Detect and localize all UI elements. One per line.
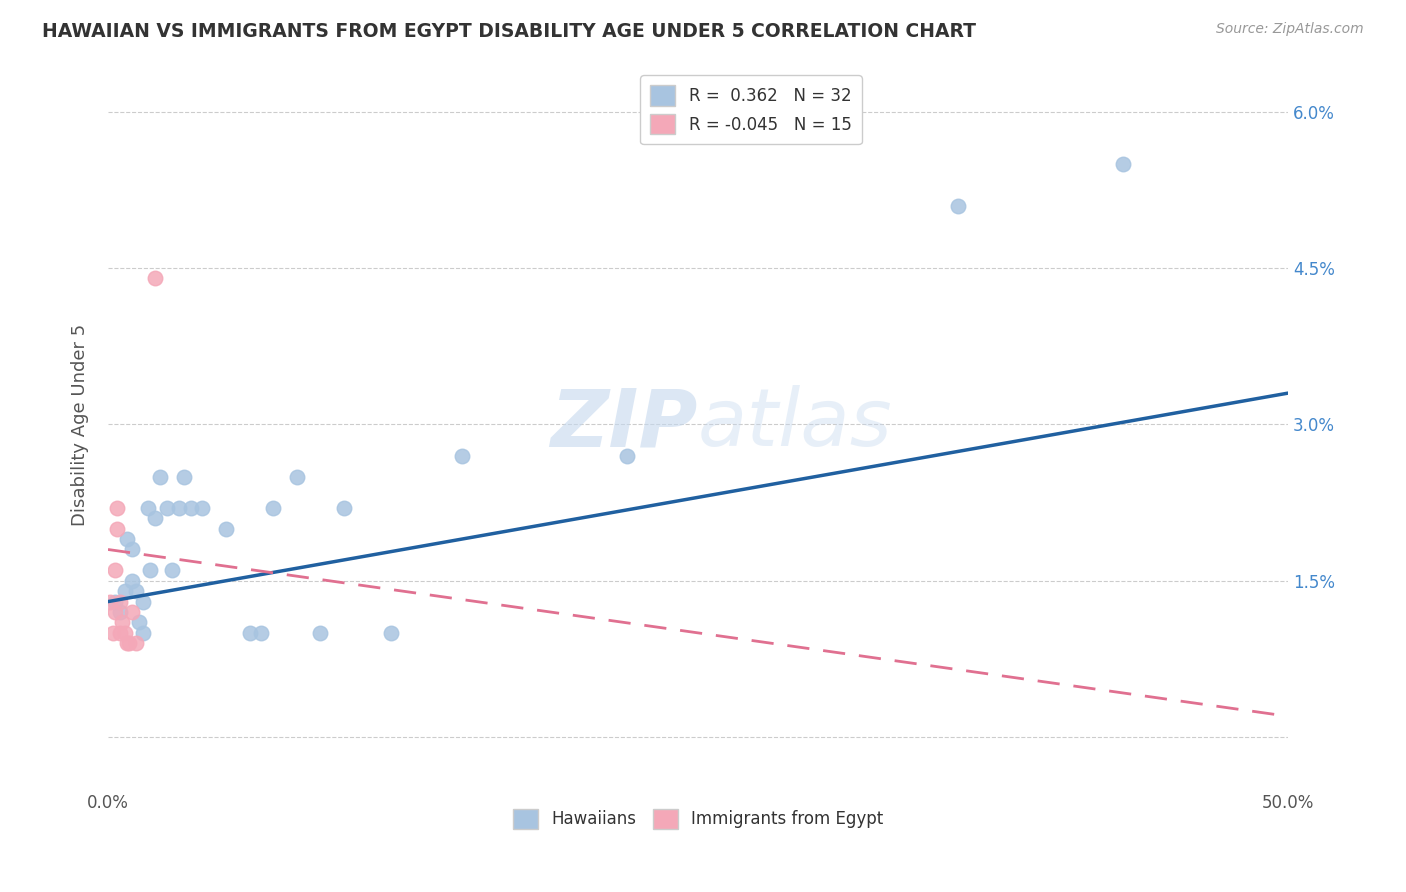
Point — [132, 594, 155, 608]
Point — [1112, 157, 1135, 171]
Point — [104, 605, 127, 619]
Point — [98, 594, 121, 608]
Text: Source: ZipAtlas.com: Source: ZipAtlas.com — [1216, 22, 1364, 37]
Point — [139, 563, 162, 577]
Point — [121, 542, 143, 557]
Point — [143, 511, 166, 525]
Point — [107, 500, 129, 515]
Point — [118, 636, 141, 650]
Point — [125, 584, 148, 599]
Point — [285, 469, 308, 483]
Point — [309, 625, 332, 640]
Point — [114, 625, 136, 640]
Point — [115, 532, 138, 546]
Point — [108, 594, 131, 608]
Point — [149, 469, 172, 483]
Point — [156, 500, 179, 515]
Point — [380, 625, 402, 640]
Text: ZIP: ZIP — [551, 385, 697, 464]
Point — [215, 522, 238, 536]
Point — [114, 584, 136, 599]
Point — [946, 198, 969, 212]
Point — [104, 563, 127, 577]
Point — [101, 625, 124, 640]
Point — [250, 625, 273, 640]
Point — [108, 605, 131, 619]
Point — [125, 636, 148, 650]
Point — [115, 636, 138, 650]
Point — [180, 500, 202, 515]
Point — [160, 563, 183, 577]
Point — [262, 500, 284, 515]
Point — [132, 625, 155, 640]
Point — [173, 469, 195, 483]
Point — [111, 615, 134, 630]
Point — [136, 500, 159, 515]
Y-axis label: Disability Age Under 5: Disability Age Under 5 — [72, 323, 89, 525]
Point — [128, 615, 150, 630]
Point — [191, 500, 214, 515]
Point — [121, 605, 143, 619]
Point — [108, 625, 131, 640]
Point — [451, 449, 474, 463]
Point — [104, 594, 127, 608]
Legend: Hawaiians, Immigrants from Egypt: Hawaiians, Immigrants from Egypt — [506, 802, 890, 836]
Point — [333, 500, 356, 515]
Point — [107, 522, 129, 536]
Point — [239, 625, 262, 640]
Point — [616, 449, 638, 463]
Point — [143, 271, 166, 285]
Point — [121, 574, 143, 588]
Text: HAWAIIAN VS IMMIGRANTS FROM EGYPT DISABILITY AGE UNDER 5 CORRELATION CHART: HAWAIIAN VS IMMIGRANTS FROM EGYPT DISABI… — [42, 22, 976, 41]
Text: atlas: atlas — [697, 385, 893, 464]
Point — [167, 500, 190, 515]
